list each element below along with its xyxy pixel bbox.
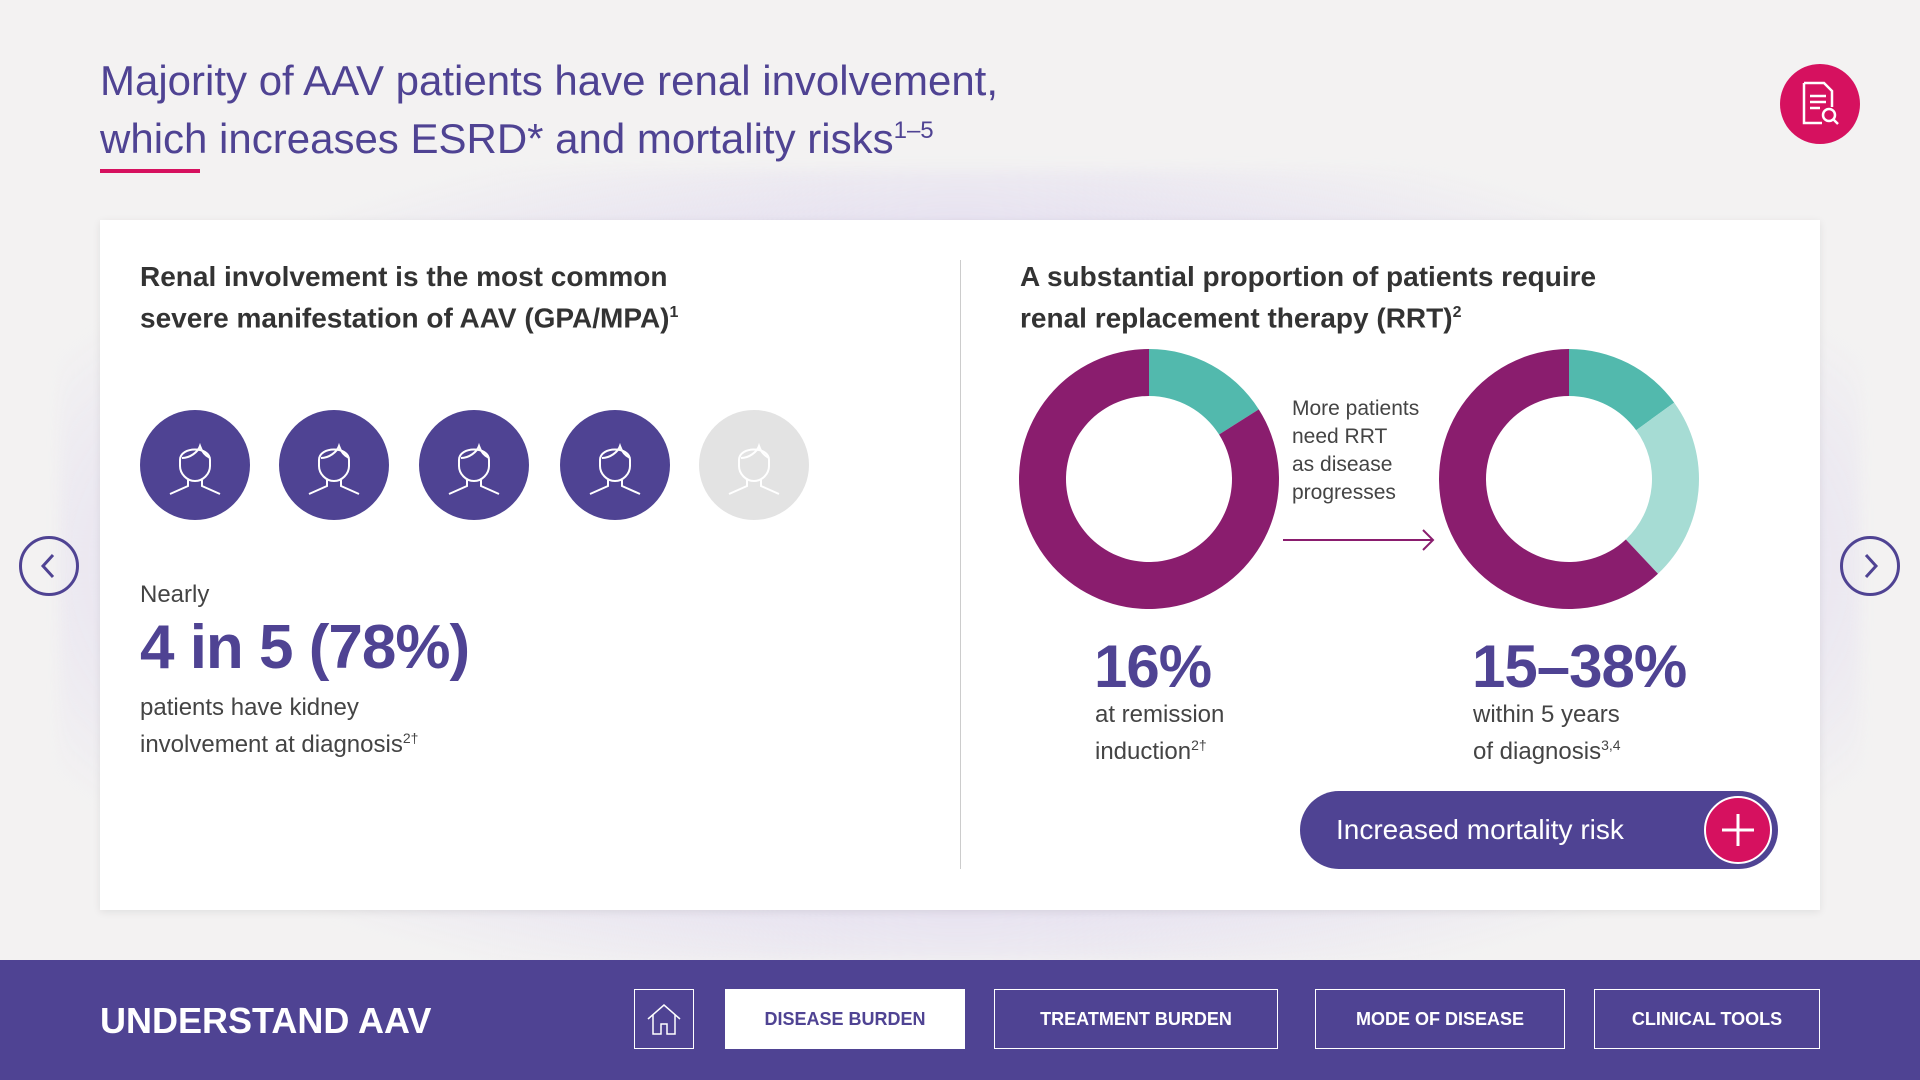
patient-icon — [279, 410, 389, 520]
desc-ref: 2† — [402, 730, 419, 746]
title-reference: 1–5 — [893, 117, 934, 144]
title-underline — [100, 169, 200, 173]
progression-note: More patients need RRT as disease progre… — [1292, 395, 1419, 507]
donut-slice-rrt-lower-bound- — [1569, 349, 1675, 431]
previous-button[interactable] — [19, 536, 79, 596]
patient-icon — [419, 410, 529, 520]
nearly-label: Nearly — [140, 581, 210, 608]
donut-slice-no-rrt — [1018, 349, 1279, 610]
home-button[interactable] — [634, 989, 694, 1049]
remission-ref: 2† — [1191, 737, 1207, 753]
kidney-involvement-stat: 4 in 5 (78%) — [140, 613, 470, 682]
remission-line-2: induction — [1095, 738, 1192, 765]
document-search-icon — [1802, 81, 1839, 125]
next-button[interactable] — [1840, 536, 1900, 596]
note-line-1: More patients — [1292, 397, 1420, 420]
title-line-2: which increases ESRD* and mortality risk… — [100, 115, 894, 162]
left-heading: Renal involvement is the most common sev… — [140, 259, 678, 336]
column-divider — [960, 260, 961, 869]
left-heading-line-2: severe manifestation of AAV (GPA/MPA) — [140, 302, 670, 334]
remission-line-1: at remission — [1095, 701, 1225, 728]
mortality-button-label: Increased mortality risk — [1336, 814, 1624, 845]
patient-icon — [140, 410, 250, 520]
chevron-left-icon — [40, 553, 55, 579]
five-year-stat: 15–38% — [1472, 633, 1687, 700]
donut-slice-no-rrt — [1439, 349, 1658, 610]
nav-clinical-tools[interactable]: CLINICAL TOOLS — [1594, 989, 1820, 1049]
page-title: Majority of AAV patients have renal invo… — [100, 56, 998, 164]
note-line-3: as disease — [1292, 453, 1393, 476]
increased-mortality-risk-button[interactable]: Increased mortality risk — [1300, 791, 1778, 869]
remission-desc: at remission induction2† — [1095, 700, 1224, 767]
five-year-line-2: of diagnosis — [1473, 738, 1602, 765]
right-heading: A substantial proportion of patients req… — [1020, 259, 1596, 336]
chevron-right-icon — [1864, 553, 1879, 579]
brand-title: UNDERSTAND AAV — [100, 1000, 432, 1041]
references-button[interactable] — [1780, 64, 1860, 144]
desc-line-1: patients have kidney — [140, 694, 359, 721]
patient-icon — [560, 410, 670, 520]
five-year-line-1: within 5 years — [1473, 701, 1620, 728]
left-heading-ref: 1 — [669, 304, 679, 321]
donut-slice-rrt-range-up-to-38- — [1625, 402, 1699, 574]
donut-slice-rrt — [1149, 349, 1259, 435]
kidney-involvement-desc: patients have kidney involvement at diag… — [140, 693, 418, 760]
left-heading-line-1: Renal involvement is the most common — [140, 261, 668, 292]
desc-line-2: involvement at diagnosis — [140, 731, 403, 758]
plus-icon — [1704, 796, 1772, 864]
nav-treatment-burden[interactable]: TREATMENT BURDEN — [994, 989, 1278, 1049]
nav-disease-burden[interactable]: DISEASE BURDEN — [725, 989, 965, 1049]
right-heading-ref: 2 — [1452, 304, 1462, 321]
patient-icon — [699, 410, 809, 520]
arrow-icon — [1283, 529, 1435, 551]
right-heading-line-2: renal replacement therapy (RRT) — [1020, 302, 1453, 334]
nav-mode-of-disease[interactable]: MODE OF DISEASE — [1315, 989, 1565, 1049]
five-year-ref: 3,4 — [1601, 737, 1621, 753]
right-heading-line-1: A substantial proportion of patients req… — [1020, 261, 1597, 292]
home-icon — [647, 1004, 681, 1035]
note-line-4: progresses — [1292, 481, 1396, 504]
note-line-2: need RRT — [1292, 425, 1388, 448]
title-line-1: Majority of AAV patients have renal invo… — [100, 57, 999, 104]
five-year-desc: within 5 years of diagnosis3,4 — [1473, 700, 1621, 767]
remission-stat: 16% — [1094, 633, 1212, 700]
